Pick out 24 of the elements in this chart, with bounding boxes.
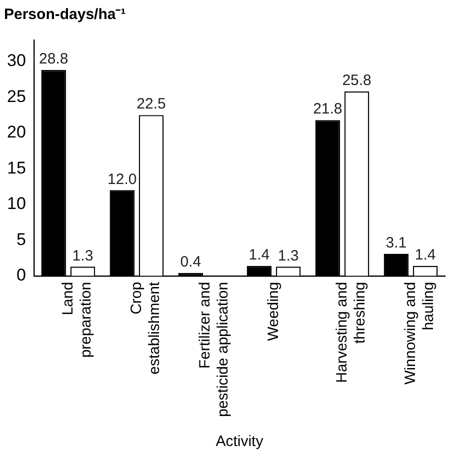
y-tick-label: 0: [16, 266, 26, 285]
x-tick-label: Land preparation: [59, 282, 94, 358]
data-label: 12.0: [108, 170, 137, 188]
data-label: 21.8: [313, 100, 342, 118]
y-tick-label: 25: [6, 86, 26, 106]
y-tick-label: 5: [16, 230, 26, 249]
data-label: 3.1: [386, 234, 407, 252]
data-label: 28.8: [39, 50, 68, 68]
data-label: 0.4: [180, 254, 202, 271]
data-label: 1.3: [278, 247, 299, 264]
x-tick-label: Harvesting and threshing: [333, 282, 368, 383]
y-tick-label: 15: [6, 158, 26, 178]
y-tick-label: 30: [6, 51, 26, 70]
x-tick-label: Weeding: [264, 282, 282, 341]
chart-title: Person-days/ha⁻¹: [4, 6, 126, 24]
data-label: 1.3: [72, 247, 94, 264]
data-label: 1.4: [248, 246, 270, 264]
x-axis-title: Activity: [216, 433, 264, 450]
data-label: 25.8: [342, 72, 372, 90]
data-label: 1.4: [414, 246, 436, 264]
x-tick-label: Winnowing and hauling: [402, 282, 437, 384]
y-tick-label: 20: [6, 122, 26, 142]
y-tick-label: 10: [6, 194, 26, 214]
data-label: 22.5: [136, 96, 166, 113]
